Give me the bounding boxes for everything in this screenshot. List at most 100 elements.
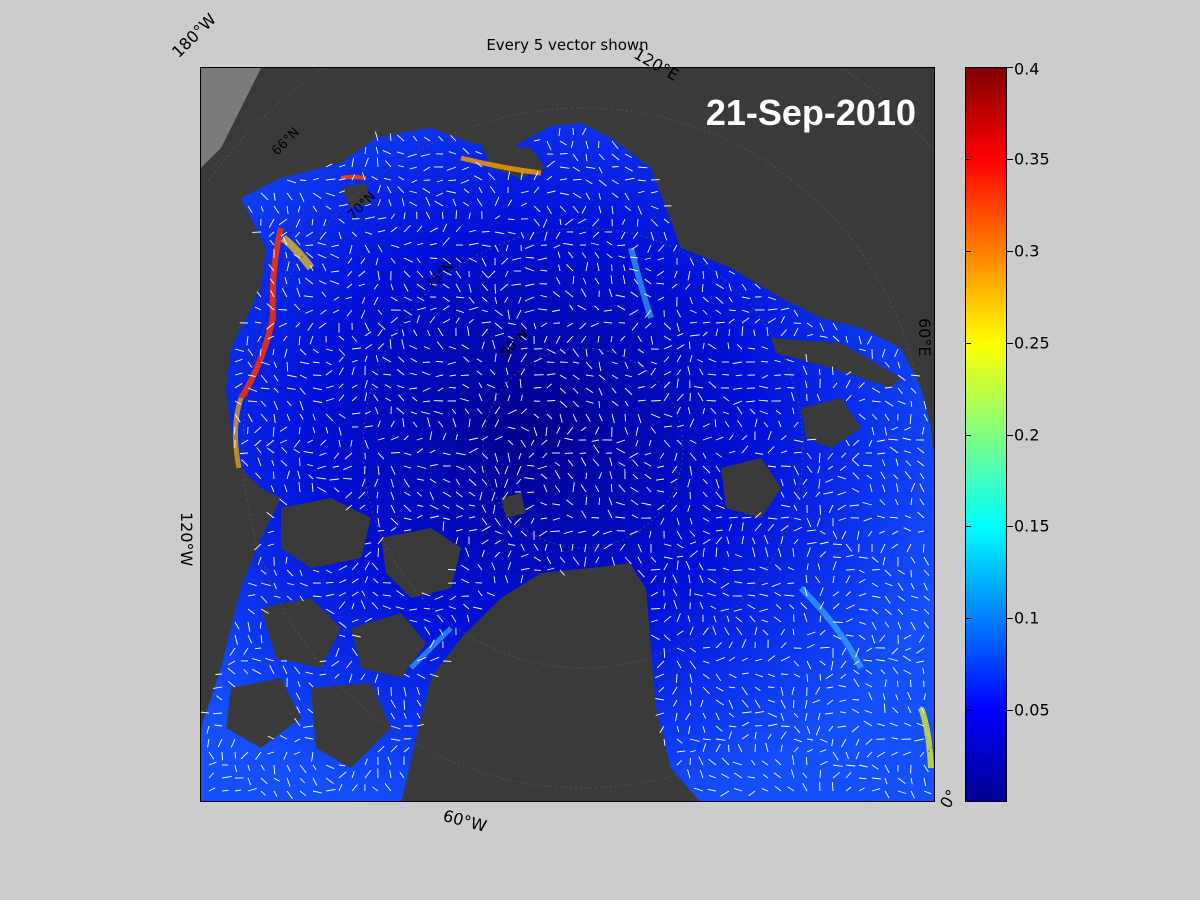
- velocity-vector: [858, 382, 865, 389]
- velocity-vector: [525, 504, 535, 511]
- velocity-vector: [293, 666, 301, 675]
- velocity-vector: [923, 693, 927, 701]
- velocity-vector: [650, 383, 657, 389]
- velocity-vector: [584, 556, 587, 567]
- velocity-vector: [511, 283, 522, 286]
- velocity-vector: [525, 244, 535, 250]
- velocity-vector: [806, 643, 815, 649]
- velocity-vector: [663, 556, 673, 560]
- velocity-vector: [338, 190, 346, 194]
- velocity-vector: [377, 343, 385, 350]
- velocity-vector: [805, 757, 808, 766]
- velocity-vector: [455, 465, 465, 471]
- velocity-vector: [657, 244, 665, 252]
- velocity-vector: [674, 452, 678, 462]
- velocity-vector: [624, 400, 629, 407]
- velocity-vector: [382, 356, 392, 363]
- velocity-vector: [297, 470, 301, 480]
- velocity-vector: [525, 256, 535, 259]
- velocity-vector: [650, 190, 658, 194]
- velocity-vector: [422, 361, 431, 363]
- velocity-vector: [351, 578, 359, 584]
- velocity-vector: [644, 322, 652, 329]
- velocity-vector: [234, 764, 238, 773]
- velocity-vector: [559, 569, 566, 576]
- velocity-vector: [260, 374, 268, 384]
- velocity-vector: [364, 551, 372, 558]
- velocity-vector: [273, 569, 278, 576]
- velocity-vector: [403, 257, 413, 263]
- velocity-vector: [234, 413, 241, 423]
- velocity-vector: [520, 353, 527, 363]
- velocity-vector: [616, 439, 626, 444]
- velocity-vector: [559, 166, 570, 169]
- velocity-vector: [702, 342, 705, 350]
- velocity-vector: [780, 516, 790, 519]
- velocity-vector: [403, 435, 409, 441]
- velocity-vector: [429, 257, 438, 259]
- velocity-vector: [676, 555, 684, 558]
- velocity-vector: [422, 387, 431, 392]
- velocity-vector: [267, 543, 275, 547]
- velocity-vector: [373, 394, 379, 402]
- velocity-vector: [610, 483, 613, 493]
- velocity-vector: [318, 322, 327, 329]
- velocity-vector: [563, 530, 574, 535]
- velocity-vector: [775, 410, 782, 415]
- velocity-vector: [543, 484, 548, 493]
- velocity-vector: [917, 511, 925, 519]
- velocity-vector: [416, 491, 423, 497]
- velocity-vector: [806, 725, 811, 734]
- velocity-vector: [460, 179, 470, 184]
- velocity-vector: [286, 361, 289, 372]
- velocity-vector: [806, 517, 812, 528]
- velocity-vector: [358, 270, 366, 277]
- velocity-vector: [802, 782, 808, 792]
- velocity-vector: [700, 699, 704, 708]
- velocity-vector: [919, 483, 925, 493]
- velocity-vector: [351, 771, 355, 779]
- velocity-vector: [793, 673, 801, 678]
- velocity-vector: [481, 328, 489, 337]
- velocity-vector: [286, 205, 289, 215]
- velocity-vector: [699, 368, 704, 376]
- velocity-vector: [325, 178, 336, 181]
- velocity-vector: [903, 751, 912, 756]
- velocity-vector: [423, 346, 431, 350]
- velocity-vector: [260, 582, 271, 587]
- velocity-vector: [325, 593, 335, 597]
- velocity-vector: [650, 634, 660, 640]
- velocity-vector: [819, 760, 828, 766]
- velocity-vector: [343, 477, 353, 480]
- colorbar-tick: [965, 526, 971, 528]
- velocity-vector: [663, 413, 673, 418]
- velocity-vector: [403, 712, 407, 719]
- velocity-vector: [787, 582, 795, 584]
- velocity-vector: [676, 344, 685, 350]
- velocity-vector: [578, 530, 587, 534]
- velocity-vector: [491, 562, 496, 571]
- velocity-vector: [364, 758, 368, 766]
- velocity-vector: [715, 504, 725, 510]
- velocity-vector: [793, 309, 799, 317]
- velocity-vector: [267, 735, 275, 740]
- velocity-vector: [650, 231, 655, 241]
- velocity-vector: [693, 787, 704, 792]
- velocity-vector: [895, 694, 899, 701]
- velocity-vector: [923, 777, 927, 787]
- velocity-vector: [707, 343, 717, 350]
- velocity-vector: [715, 699, 725, 706]
- velocity-vector: [871, 608, 879, 615]
- velocity-vector: [749, 615, 756, 623]
- velocity-vector: [611, 153, 620, 161]
- velocity-vector: [442, 521, 445, 532]
- velocity-vector: [754, 658, 763, 662]
- velocity-vector: [715, 743, 721, 753]
- velocity-vector: [832, 561, 837, 571]
- velocity-vector: [364, 355, 368, 363]
- velocity-vector: [754, 732, 757, 740]
- velocity-vector: [373, 578, 379, 584]
- velocity-vector: [702, 331, 708, 337]
- velocity-vector: [279, 439, 288, 444]
- velocity-vector: [442, 237, 450, 246]
